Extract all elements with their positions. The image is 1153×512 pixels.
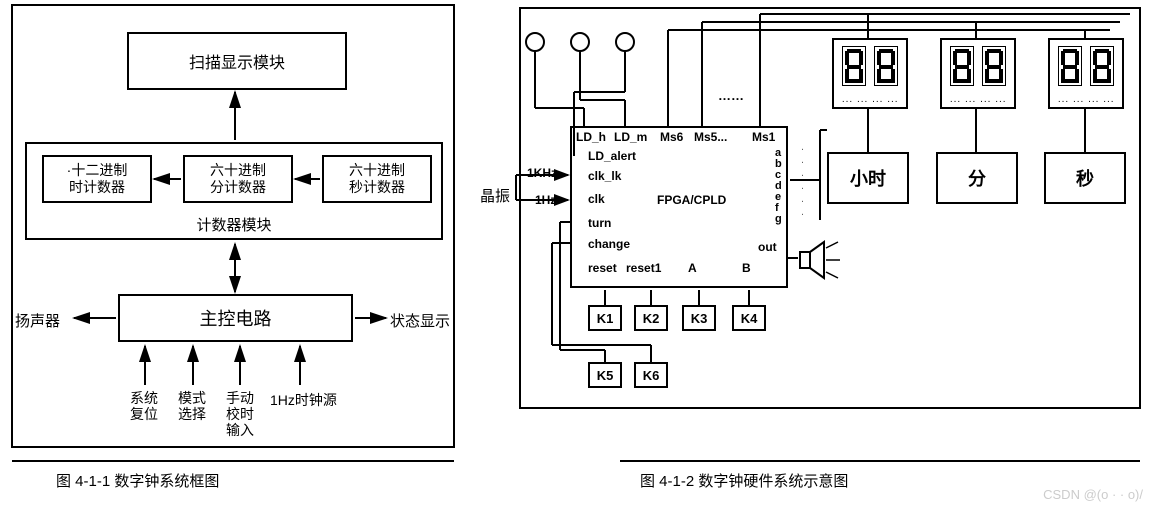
mode-label: 模式 选择 [178, 390, 206, 422]
sec-box: 秒 [1044, 152, 1126, 204]
k3-btn[interactable]: K3 [682, 305, 716, 331]
ms1-label: Ms1 [752, 130, 775, 144]
hour12-label: ·十二进制 时计数器 [67, 162, 128, 196]
abcdefg: abcdefg [775, 148, 782, 225]
ms5-label: Ms5... [694, 130, 727, 144]
hour-box: 小时 [827, 152, 909, 204]
min-box: 分 [936, 152, 1018, 204]
k6-btn[interactable]: K6 [634, 362, 668, 388]
reset-label2: reset [588, 261, 617, 275]
hour-display: ... ... ... ... [832, 38, 908, 109]
speaker-label: 扬声器 [15, 310, 60, 331]
turn-label: turn [588, 216, 611, 230]
reset1-label: reset1 [626, 261, 661, 275]
left-caption: 图 4-1-1 数字钟系统框图 [56, 470, 219, 491]
clk1hz-label: 1Hz时钟源 [270, 390, 337, 410]
speaker-icon [798, 240, 842, 280]
page: 扫描显示模块 计数器模块 ·十二进制 时计数器 六十进制 分计数器 六十进制 秒… [0, 0, 1153, 512]
sec60-box: 六十进制 秒计数器 [322, 155, 432, 203]
change-label: change [588, 237, 630, 251]
ldm-label: LD_m [614, 130, 647, 144]
status-label: 状态显示 [390, 310, 450, 331]
k1-btn[interactable]: K1 [588, 305, 622, 331]
sec60-label: 六十进制 秒计数器 [349, 162, 405, 196]
clk-label: clk [588, 192, 605, 206]
min60-label: 六十进制 分计数器 [210, 162, 266, 196]
right-caption-rule [620, 460, 1140, 462]
scan-display-box: 扫描显示模块 [127, 32, 347, 90]
hour12-box: ·十二进制 时计数器 [42, 155, 152, 203]
min-display: ... ... ... ... [940, 38, 1016, 109]
main-ctrl-box: 主控电路 [118, 294, 353, 342]
ms6-label: Ms6 [660, 130, 683, 144]
left-caption-rule [12, 460, 454, 462]
a-label: A [688, 261, 697, 275]
sec-display: ... ... ... ... [1048, 38, 1124, 109]
ldh-label: LD_h [576, 130, 606, 144]
watermark: CSDN @(o · · o)/ [1043, 487, 1143, 502]
fpga-label: FPGA/CPLD [657, 193, 726, 207]
out-label: out [758, 240, 777, 254]
k4-btn[interactable]: K4 [732, 305, 766, 331]
ellipsis-top: …… [718, 88, 744, 103]
ldalert-label: LD_alert [588, 149, 636, 163]
clklk-label: clk_lk [588, 169, 621, 183]
min60-box: 六十进制 分计数器 [183, 155, 293, 203]
k2-btn[interactable]: K2 [634, 305, 668, 331]
osc-label: 晶振 [480, 185, 510, 206]
reset-label: 系统 复位 [130, 390, 158, 422]
right-caption: 图 4-1-2 数字钟硬件系统示意图 [640, 470, 848, 491]
b-label: B [742, 261, 751, 275]
vdots: . . . . . . [800, 148, 810, 220]
khz1-label: 1KHz [527, 166, 557, 180]
manual-label: 手动 校时 输入 [226, 390, 254, 438]
counter-module-label: 计数器模块 [25, 214, 443, 235]
scan-display-label: 扫描显示模块 [189, 49, 285, 73]
k5-btn[interactable]: K5 [588, 362, 622, 388]
main-ctrl-label: 主控电路 [200, 305, 272, 331]
hz1-label: 1Hz [535, 193, 556, 207]
